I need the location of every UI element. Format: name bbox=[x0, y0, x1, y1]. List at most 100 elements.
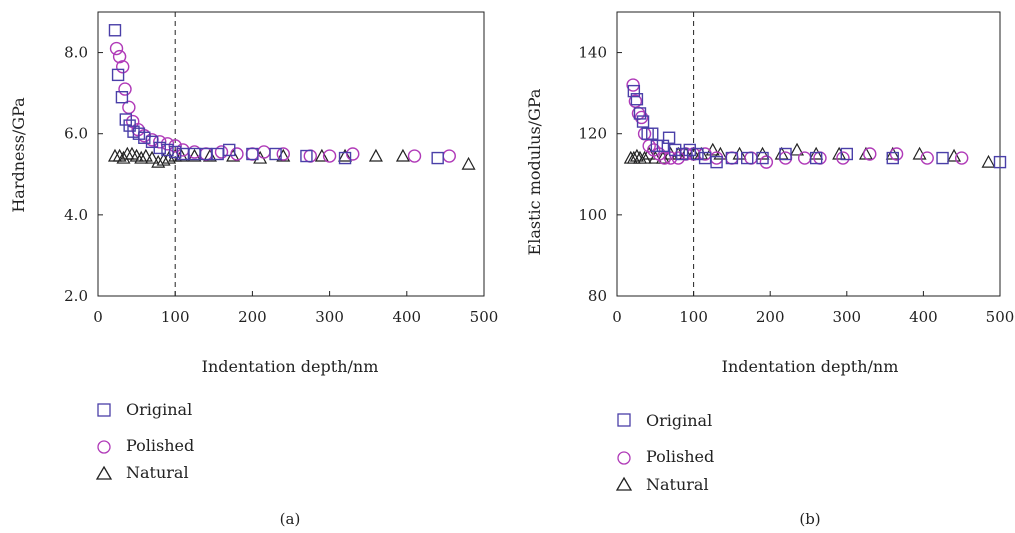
panel-label-b: (b) bbox=[799, 510, 820, 528]
data-point-natural bbox=[151, 154, 166, 168]
panel-label-a: (a) bbox=[280, 510, 301, 528]
plot-frame bbox=[616, 11, 1001, 297]
data-point-polished bbox=[836, 151, 850, 165]
y-tick-label: 6.0 bbox=[64, 125, 88, 143]
data-point-polished bbox=[407, 149, 422, 163]
legend-circle-icon bbox=[97, 440, 111, 454]
data-point-natural bbox=[156, 152, 171, 166]
legend-a: Original Polished Natural bbox=[95, 400, 194, 482]
data-point-original bbox=[683, 143, 696, 157]
data-point-polished bbox=[214, 145, 229, 159]
data-point-polished bbox=[322, 149, 337, 163]
x-tick-label: 400 bbox=[909, 308, 938, 326]
data-point-original bbox=[691, 147, 704, 161]
y-tick-label: 8.0 bbox=[64, 44, 88, 62]
data-point-original bbox=[779, 147, 792, 161]
legend-polished-b: Polished bbox=[646, 447, 714, 466]
ylabel-a: Hardness/GPa bbox=[9, 97, 28, 213]
data-point-polished bbox=[245, 147, 260, 161]
data-point-natural bbox=[314, 148, 329, 162]
data-point-original bbox=[633, 107, 647, 120]
x-tick-label: 0 bbox=[612, 308, 622, 326]
x-tick-label: 200 bbox=[756, 308, 785, 326]
data-point-polished bbox=[920, 151, 934, 165]
data-point-polished bbox=[725, 151, 739, 165]
data-point-original bbox=[153, 141, 166, 155]
y-tick-label: 80 bbox=[588, 287, 607, 305]
x-tick-label: 0 bbox=[93, 308, 103, 326]
data-point-original bbox=[669, 143, 682, 157]
data-point-natural bbox=[461, 156, 476, 170]
data-point-natural bbox=[809, 146, 824, 160]
data-point-original bbox=[108, 24, 122, 37]
x-tick-label: 100 bbox=[161, 308, 190, 326]
data-point-polished bbox=[116, 60, 130, 74]
data-point-natural bbox=[832, 146, 847, 160]
data-point-polished bbox=[889, 147, 904, 161]
data-point-natural bbox=[187, 148, 202, 162]
data-point-original bbox=[993, 155, 1007, 169]
legend-original-b: Original bbox=[646, 411, 712, 430]
data-point-polished bbox=[744, 151, 758, 165]
data-point-original bbox=[809, 151, 823, 165]
data-point-original bbox=[936, 151, 949, 165]
data-point-natural bbox=[789, 142, 805, 156]
plot-area-b: 0 100 200 300 400 500 80 100 120 140 bbox=[578, 11, 1015, 326]
legend-polished-a: Polished bbox=[126, 436, 194, 455]
data-point-polished bbox=[303, 149, 317, 163]
y-tick-label: 120 bbox=[578, 125, 607, 143]
x-tick-label: 500 bbox=[986, 308, 1015, 326]
data-point-natural bbox=[981, 154, 996, 168]
legend-natural-a: Natural bbox=[126, 463, 189, 482]
x-tick-label: 300 bbox=[315, 308, 344, 326]
data-point-original bbox=[675, 147, 689, 161]
data-point-polished bbox=[230, 147, 244, 161]
legend-triangle-icon bbox=[615, 476, 633, 491]
x-tick-label: 200 bbox=[238, 308, 267, 326]
data-point-original bbox=[627, 84, 641, 98]
xlabel-b: Indentation depth/nm bbox=[722, 357, 899, 376]
data-point-polished bbox=[187, 145, 202, 159]
y-tick-label: 100 bbox=[578, 206, 607, 224]
legend-original-a: Original bbox=[126, 400, 192, 419]
legend-b: Original Polished Natural bbox=[615, 411, 714, 494]
data-point-polished bbox=[797, 151, 812, 165]
data-point-polished bbox=[671, 151, 685, 165]
y-tick-label: 2.0 bbox=[64, 287, 88, 305]
data-point-natural bbox=[138, 148, 153, 162]
data-point-original bbox=[886, 151, 899, 165]
plot-area-a: 0 100 200 300 400 500 2.0 4.0 6.0 8.0 bbox=[64, 11, 499, 326]
data-point-natural bbox=[713, 146, 728, 160]
data-point-natural bbox=[947, 148, 962, 162]
data-point-polished bbox=[442, 149, 456, 163]
legend-triangle-icon bbox=[95, 465, 113, 480]
data-point-natural bbox=[145, 150, 160, 164]
data-point-original bbox=[756, 151, 769, 165]
data-point-polished bbox=[637, 127, 652, 141]
data-point-original bbox=[246, 147, 259, 161]
data-point-original bbox=[840, 147, 853, 161]
data-point-polished bbox=[346, 147, 360, 161]
x-tick-label: 500 bbox=[470, 308, 499, 326]
data-point-natural bbox=[755, 146, 770, 160]
y-tick-label: 4.0 bbox=[64, 206, 88, 224]
legend-natural-b: Natural bbox=[646, 475, 709, 494]
y-tick-label: 140 bbox=[578, 44, 607, 62]
data-point-natural bbox=[629, 148, 644, 162]
xlabel-a: Indentation depth/nm bbox=[202, 357, 379, 376]
data-point-original bbox=[630, 93, 644, 106]
data-point-polished bbox=[276, 147, 290, 161]
data-point-original bbox=[115, 90, 129, 104]
data-point-original bbox=[223, 143, 236, 157]
panel-b: Elastic modulus/GPa Indentation depth/nm… bbox=[525, 88, 898, 528]
data-point-original bbox=[741, 151, 754, 165]
data-point-natural bbox=[276, 148, 291, 162]
x-tick-label: 100 bbox=[679, 308, 708, 326]
data-point-original bbox=[269, 147, 282, 161]
data-point-natural bbox=[338, 148, 353, 162]
data-point-natural bbox=[637, 150, 652, 164]
data-point-original bbox=[710, 155, 723, 169]
data-point-original bbox=[641, 127, 654, 140]
data-point-polished bbox=[112, 49, 127, 64]
